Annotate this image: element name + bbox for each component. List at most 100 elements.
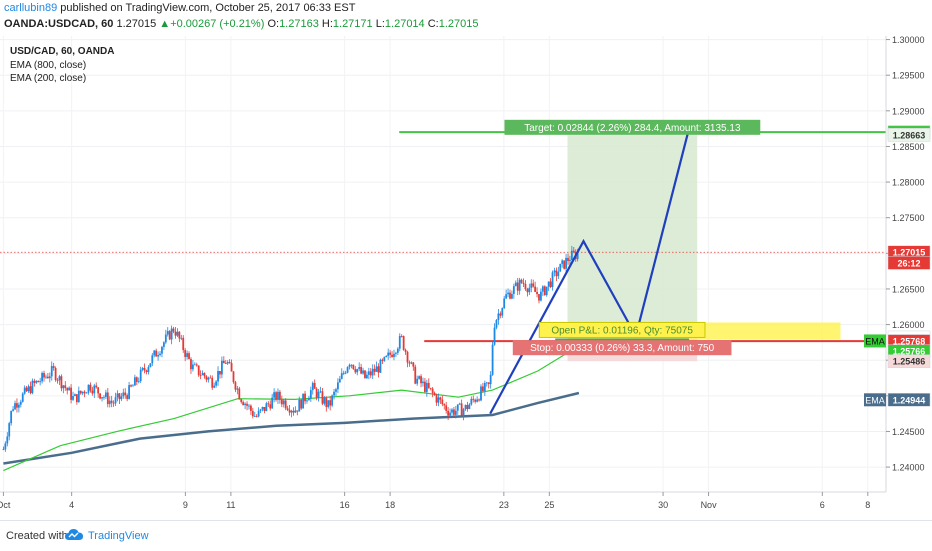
candle-body (110, 400, 113, 403)
candle-body (97, 387, 100, 394)
candle-body (433, 392, 436, 396)
candle-body (271, 397, 274, 409)
open-label: O: (267, 18, 280, 30)
candle-body (8, 423, 11, 437)
tradingview-cloud-icon[interactable] (64, 527, 84, 541)
candle-body (4, 443, 7, 450)
candle-body (230, 363, 233, 372)
price-tag: 1.24944 (887, 393, 931, 407)
candle-body (203, 373, 206, 377)
candle-body (472, 398, 475, 400)
candle-body (50, 366, 53, 377)
stop-label-bg (512, 340, 732, 356)
tradingview-brand-link[interactable]: TradingView (88, 530, 149, 542)
pnl-label-text: Open P&L: 0.01196, Qty: 75075 (551, 325, 693, 336)
candle-body (408, 362, 411, 364)
ema-tag: EMA (864, 334, 886, 348)
candle-body (315, 388, 318, 398)
candle-body (248, 405, 250, 407)
candle-body (338, 378, 341, 383)
candle-body (279, 391, 281, 400)
candle-body (275, 392, 277, 400)
ema-tag-text: EMA (865, 395, 885, 405)
candle-body (323, 397, 326, 404)
price-tag-bg (887, 354, 931, 368)
candle-body (400, 336, 403, 337)
publish-info: carllubin89 published on TradingView.com… (4, 2, 355, 14)
candle-body (350, 364, 353, 366)
candle-body (45, 376, 47, 378)
candle-body (106, 392, 109, 405)
candle-body (458, 403, 461, 405)
candle-body (489, 374, 492, 385)
candle-body (108, 400, 111, 405)
candle-body (393, 353, 395, 357)
candle-body (464, 405, 467, 410)
candle-body (99, 393, 101, 399)
candle-body (443, 404, 446, 406)
candle-body (375, 366, 378, 372)
price-axis-bg (886, 36, 932, 520)
candle-body (25, 387, 28, 392)
candle-body (356, 369, 359, 373)
candle-body (528, 287, 531, 293)
candle-body (335, 389, 337, 392)
candle-body (52, 366, 55, 369)
candle-body (251, 410, 254, 417)
candle-body (184, 350, 187, 357)
time-tick-label: 11 (226, 500, 235, 510)
candle-body (511, 293, 513, 299)
candle-body (228, 362, 231, 364)
candle-body (549, 281, 552, 288)
candle-body (389, 352, 392, 355)
candle-body (48, 376, 51, 379)
candle-body (563, 260, 566, 269)
candle-body (31, 380, 34, 394)
candle-body (137, 381, 140, 382)
price-tag-text: 1.28663 (893, 130, 926, 140)
candle-body (427, 382, 430, 388)
candle-body (294, 410, 297, 413)
candle-body (441, 399, 444, 405)
candle-body (29, 386, 32, 394)
candle-body (259, 409, 262, 411)
high-label: H: (321, 18, 333, 30)
candle-body (501, 308, 504, 316)
candle-body (425, 382, 428, 392)
candle-body (87, 384, 90, 393)
price-tick-label: 1.26000 (892, 320, 925, 330)
price-tag: 1.28663 (887, 128, 931, 142)
price-chart[interactable]: Target: 0.02844 (2.26%) 284.4, Amount: 3… (0, 36, 932, 520)
candle-body (437, 397, 440, 403)
candle-body (240, 399, 243, 403)
low-value: 1.27014 (384, 18, 425, 30)
time-tick-label: 16 (340, 500, 350, 510)
candle-body (242, 402, 245, 406)
candle-body (543, 286, 546, 296)
candle-body (406, 351, 409, 363)
candle-body (112, 402, 115, 404)
low-label: L: (375, 18, 385, 30)
candle-body (193, 364, 196, 366)
candle-body (395, 352, 397, 354)
candle-body (103, 396, 105, 398)
candle-body (128, 385, 130, 399)
price-tag-bg (887, 393, 931, 407)
candle-body (188, 353, 190, 360)
candle-body (234, 382, 237, 390)
candle-body (126, 395, 129, 399)
author-link[interactable]: carllubin89 (4, 2, 58, 14)
candle-body (116, 393, 119, 398)
candle-body (364, 370, 366, 379)
candle-body (166, 331, 169, 335)
candle-body (37, 380, 40, 383)
price-tag-text: 26:12 (897, 258, 920, 268)
candle-body (141, 367, 144, 370)
candle-body (512, 286, 515, 294)
price-tag-text: 1.25768 (893, 337, 926, 347)
candle-body (391, 354, 393, 357)
candle-body (244, 403, 247, 406)
candle-body (300, 399, 303, 409)
candle-body (16, 403, 18, 408)
candle-body (369, 371, 372, 376)
